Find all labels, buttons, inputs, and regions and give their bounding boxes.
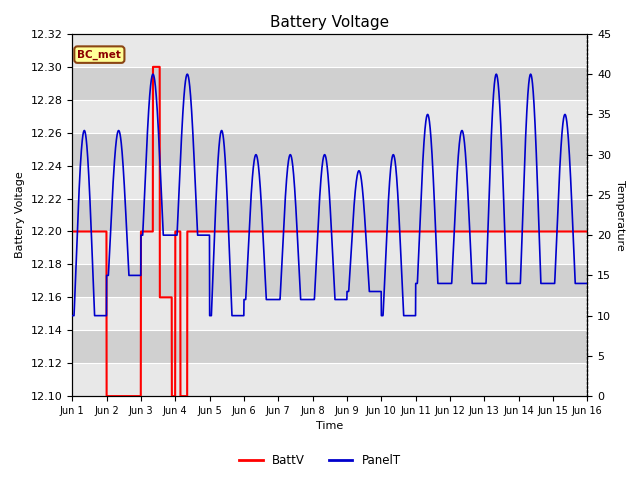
Bar — [72, 363, 588, 396]
Bar — [72, 100, 588, 133]
Bar — [72, 297, 588, 330]
Text: BC_met: BC_met — [77, 49, 122, 60]
Bar — [72, 231, 588, 264]
Title: Battery Voltage: Battery Voltage — [270, 15, 389, 30]
Bar — [72, 166, 588, 199]
Bar — [72, 34, 588, 67]
Bar — [72, 330, 588, 363]
Bar — [72, 133, 588, 166]
Bar — [72, 199, 588, 231]
Bar — [72, 264, 588, 297]
Bar — [72, 67, 588, 100]
X-axis label: Time: Time — [316, 421, 344, 432]
Y-axis label: Temperature: Temperature — [615, 180, 625, 251]
Y-axis label: Battery Voltage: Battery Voltage — [15, 172, 25, 258]
Legend: BattV, PanelT: BattV, PanelT — [234, 449, 406, 472]
